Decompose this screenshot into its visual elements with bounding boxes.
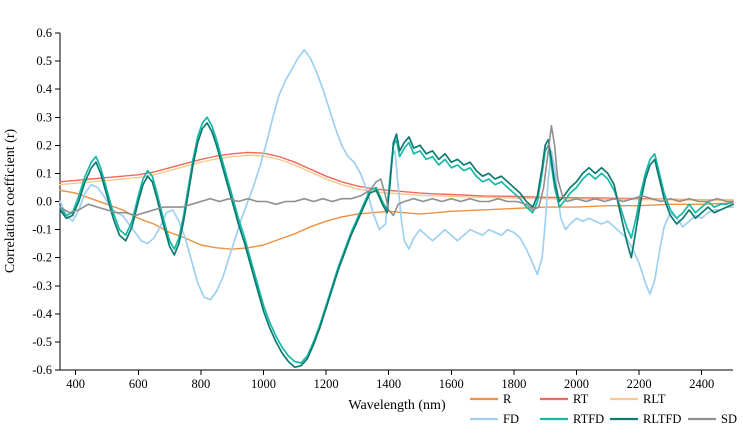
- x-tick-label: 1200: [314, 377, 339, 391]
- y-tick-label: -0.4: [32, 307, 53, 321]
- x-tick-label: 400: [66, 377, 85, 391]
- x-axis-title: Wavelength (nm): [348, 398, 446, 413]
- y-tick-label: -0.3: [32, 279, 52, 293]
- x-tick-label: 2400: [689, 377, 714, 391]
- y-tick-label: 0.2: [36, 138, 52, 152]
- legend-label-SD: SD: [721, 412, 737, 426]
- x-tick-label: 1400: [376, 377, 401, 391]
- y-tick-label: -0.5: [32, 335, 52, 349]
- x-tick-label: 1800: [501, 377, 526, 391]
- legend-label-RTFD: RTFD: [573, 412, 604, 426]
- y-tick-label: 0.0: [36, 195, 52, 209]
- legend-label-RT: RT: [573, 392, 589, 406]
- y-tick-label: -0.2: [32, 251, 52, 265]
- y-tick-label: 0.6: [36, 26, 52, 40]
- y-tick-label: 0.1: [36, 166, 52, 180]
- x-tick-label: 2200: [627, 377, 652, 391]
- y-tick-label: 0.3: [36, 110, 52, 124]
- x-tick-label: 1000: [251, 377, 276, 391]
- series-line-R: [59, 189, 734, 250]
- x-tick-label: 800: [191, 377, 210, 391]
- series-line-SD: [59, 124, 734, 217]
- legend-label-R: R: [503, 392, 512, 406]
- series-line-RLTFD: [59, 122, 734, 369]
- y-tick-label: -0.1: [32, 223, 52, 237]
- x-tick-label: 600: [129, 377, 148, 391]
- y-axis-title: Correlation coefficient (r): [3, 128, 18, 273]
- legend: R RT RLTFD RTFD RLTFD SD: [470, 392, 737, 426]
- x-tick-label: 2000: [564, 377, 589, 391]
- series-line-RLT: [59, 154, 734, 202]
- x-tick-label: 1600: [439, 377, 464, 391]
- y-tick-label: -0.6: [32, 363, 52, 377]
- legend-label-FD: FD: [503, 412, 519, 426]
- legend-label-RLT: RLT: [643, 392, 666, 406]
- series-line-RTFD: [59, 116, 734, 364]
- y-tick-label: 0.4: [36, 82, 52, 96]
- series-line-FD: [59, 48, 734, 301]
- plot-layer: 0.6 0.5 0.4 0.3 0.2 0.1 0.0 -0.1 -0.2 -0.3 -0.4 -0.…: [32, 26, 734, 391]
- legend-label-RLTFD: RLTFD: [643, 412, 681, 426]
- y-tick-label: 0.5: [36, 54, 52, 68]
